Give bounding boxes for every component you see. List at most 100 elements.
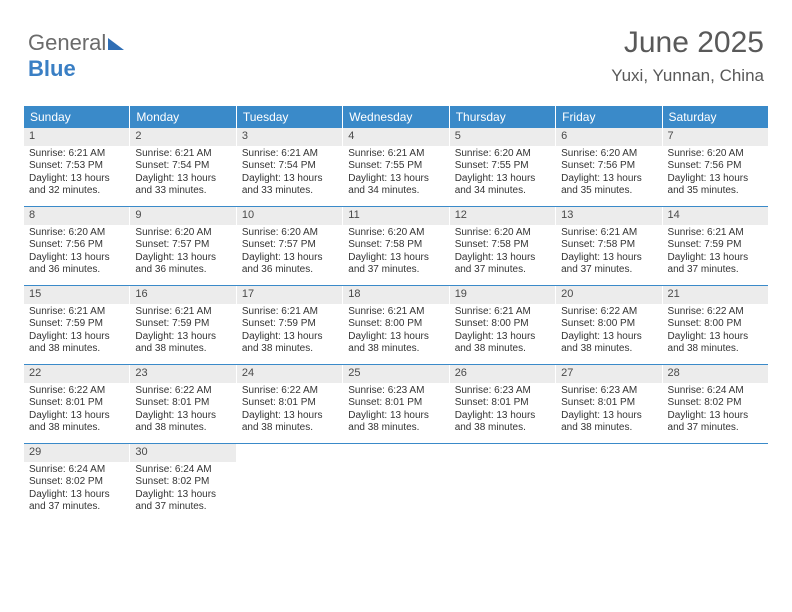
daylight-text: Daylight: 13 hours (29, 489, 124, 502)
sunset-text: Sunset: 8:01 PM (135, 397, 230, 410)
day-cell: 29Sunrise: 6:24 AMSunset: 8:02 PMDayligh… (24, 444, 130, 522)
day-body: Sunrise: 6:21 AMSunset: 7:59 PMDaylight:… (237, 304, 342, 362)
daylight-text-2: and 37 minutes. (348, 264, 443, 277)
day-number: 28 (663, 365, 768, 383)
daylight-text-2: and 38 minutes. (135, 343, 230, 356)
day-number: 21 (663, 286, 768, 304)
dow-saturday: Saturday (663, 106, 768, 128)
sunrise-text: Sunrise: 6:21 AM (561, 227, 656, 240)
sunrise-text: Sunrise: 6:20 AM (455, 148, 550, 161)
day-body: Sunrise: 6:20 AMSunset: 7:56 PMDaylight:… (556, 146, 661, 204)
daylight-text: Daylight: 13 hours (668, 410, 763, 423)
day-cell: 15Sunrise: 6:21 AMSunset: 7:59 PMDayligh… (24, 286, 130, 364)
day-number: 11 (343, 207, 448, 225)
sunset-text: Sunset: 8:02 PM (135, 476, 230, 489)
day-body: Sunrise: 6:20 AMSunset: 7:58 PMDaylight:… (343, 225, 448, 283)
day-number: 4 (343, 128, 448, 146)
daylight-text: Daylight: 13 hours (135, 489, 230, 502)
weeks-container: 1Sunrise: 6:21 AMSunset: 7:53 PMDaylight… (24, 128, 768, 522)
sunset-text: Sunset: 7:59 PM (668, 239, 763, 252)
daylight-text: Daylight: 13 hours (455, 410, 550, 423)
day-number: 30 (130, 444, 235, 462)
daylight-text-2: and 32 minutes. (29, 185, 124, 198)
daylight-text-2: and 34 minutes. (348, 185, 443, 198)
dow-tuesday: Tuesday (237, 106, 343, 128)
sunset-text: Sunset: 7:55 PM (455, 160, 550, 173)
sunset-text: Sunset: 7:54 PM (135, 160, 230, 173)
daylight-text: Daylight: 13 hours (135, 252, 230, 265)
daylight-text-2: and 36 minutes. (242, 264, 337, 277)
sunset-text: Sunset: 8:00 PM (455, 318, 550, 331)
day-cell: 13Sunrise: 6:21 AMSunset: 7:58 PMDayligh… (556, 207, 662, 285)
daylight-text-2: and 37 minutes. (29, 501, 124, 514)
day-body: Sunrise: 6:20 AMSunset: 7:56 PMDaylight:… (663, 146, 768, 204)
day-body: Sunrise: 6:22 AMSunset: 8:01 PMDaylight:… (130, 383, 235, 441)
day-body: Sunrise: 6:21 AMSunset: 7:59 PMDaylight:… (130, 304, 235, 362)
daylight-text: Daylight: 13 hours (561, 252, 656, 265)
daylight-text-2: and 38 minutes. (561, 422, 656, 435)
logo-triangle-icon (108, 38, 124, 50)
sunrise-text: Sunrise: 6:20 AM (561, 148, 656, 161)
sunrise-text: Sunrise: 6:20 AM (348, 227, 443, 240)
day-cell: 8Sunrise: 6:20 AMSunset: 7:56 PMDaylight… (24, 207, 130, 285)
day-body: Sunrise: 6:21 AMSunset: 8:00 PMDaylight:… (450, 304, 555, 362)
sunset-text: Sunset: 7:54 PM (242, 160, 337, 173)
sunrise-text: Sunrise: 6:20 AM (242, 227, 337, 240)
daylight-text: Daylight: 13 hours (668, 173, 763, 186)
week-row: 15Sunrise: 6:21 AMSunset: 7:59 PMDayligh… (24, 285, 768, 364)
day-body: Sunrise: 6:21 AMSunset: 7:54 PMDaylight:… (237, 146, 342, 204)
day-number: 10 (237, 207, 342, 225)
day-body: Sunrise: 6:23 AMSunset: 8:01 PMDaylight:… (450, 383, 555, 441)
daylight-text-2: and 38 minutes. (668, 343, 763, 356)
day-cell: 30Sunrise: 6:24 AMSunset: 8:02 PMDayligh… (130, 444, 236, 522)
dow-sunday: Sunday (24, 106, 130, 128)
sunrise-text: Sunrise: 6:21 AM (348, 306, 443, 319)
sunrise-text: Sunrise: 6:21 AM (455, 306, 550, 319)
sunrise-text: Sunrise: 6:22 AM (561, 306, 656, 319)
daylight-text-2: and 38 minutes. (455, 343, 550, 356)
sunset-text: Sunset: 8:01 PM (242, 397, 337, 410)
daylight-text-2: and 37 minutes. (668, 264, 763, 277)
sunrise-text: Sunrise: 6:21 AM (348, 148, 443, 161)
daylight-text: Daylight: 13 hours (348, 410, 443, 423)
sunrise-text: Sunrise: 6:20 AM (455, 227, 550, 240)
sunset-text: Sunset: 7:55 PM (348, 160, 443, 173)
daylight-text: Daylight: 13 hours (561, 331, 656, 344)
daylight-text-2: and 37 minutes. (561, 264, 656, 277)
day-cell: 14Sunrise: 6:21 AMSunset: 7:59 PMDayligh… (663, 207, 768, 285)
day-cell: 9Sunrise: 6:20 AMSunset: 7:57 PMDaylight… (130, 207, 236, 285)
day-number: 20 (556, 286, 661, 304)
day-body: Sunrise: 6:24 AMSunset: 8:02 PMDaylight:… (24, 462, 129, 520)
day-number: 29 (24, 444, 129, 462)
day-body: Sunrise: 6:20 AMSunset: 7:55 PMDaylight:… (450, 146, 555, 204)
sunrise-text: Sunrise: 6:24 AM (668, 385, 763, 398)
day-body: Sunrise: 6:22 AMSunset: 8:01 PMDaylight:… (24, 383, 129, 441)
empty-cell (237, 444, 343, 522)
day-body: Sunrise: 6:21 AMSunset: 7:55 PMDaylight:… (343, 146, 448, 204)
sunrise-text: Sunrise: 6:21 AM (668, 227, 763, 240)
day-cell: 23Sunrise: 6:22 AMSunset: 8:01 PMDayligh… (130, 365, 236, 443)
day-body: Sunrise: 6:20 AMSunset: 7:57 PMDaylight:… (237, 225, 342, 283)
sunset-text: Sunset: 8:00 PM (561, 318, 656, 331)
day-number: 15 (24, 286, 129, 304)
sunset-text: Sunset: 7:56 PM (29, 239, 124, 252)
day-body: Sunrise: 6:21 AMSunset: 7:58 PMDaylight:… (556, 225, 661, 283)
sunrise-text: Sunrise: 6:21 AM (135, 306, 230, 319)
day-cell: 22Sunrise: 6:22 AMSunset: 8:01 PMDayligh… (24, 365, 130, 443)
day-body: Sunrise: 6:23 AMSunset: 8:01 PMDaylight:… (343, 383, 448, 441)
calendar: SundayMondayTuesdayWednesdayThursdayFrid… (24, 106, 768, 522)
day-cell: 19Sunrise: 6:21 AMSunset: 8:00 PMDayligh… (450, 286, 556, 364)
day-cell: 16Sunrise: 6:21 AMSunset: 7:59 PMDayligh… (130, 286, 236, 364)
empty-cell (556, 444, 662, 522)
sunset-text: Sunset: 7:56 PM (561, 160, 656, 173)
day-number: 16 (130, 286, 235, 304)
daylight-text-2: and 33 minutes. (135, 185, 230, 198)
day-number: 6 (556, 128, 661, 146)
day-body: Sunrise: 6:21 AMSunset: 7:53 PMDaylight:… (24, 146, 129, 204)
day-body: Sunrise: 6:23 AMSunset: 8:01 PMDaylight:… (556, 383, 661, 441)
day-number: 22 (24, 365, 129, 383)
daylight-text-2: and 38 minutes. (348, 343, 443, 356)
day-body: Sunrise: 6:22 AMSunset: 8:00 PMDaylight:… (556, 304, 661, 362)
sunset-text: Sunset: 8:00 PM (348, 318, 443, 331)
sunrise-text: Sunrise: 6:20 AM (668, 148, 763, 161)
